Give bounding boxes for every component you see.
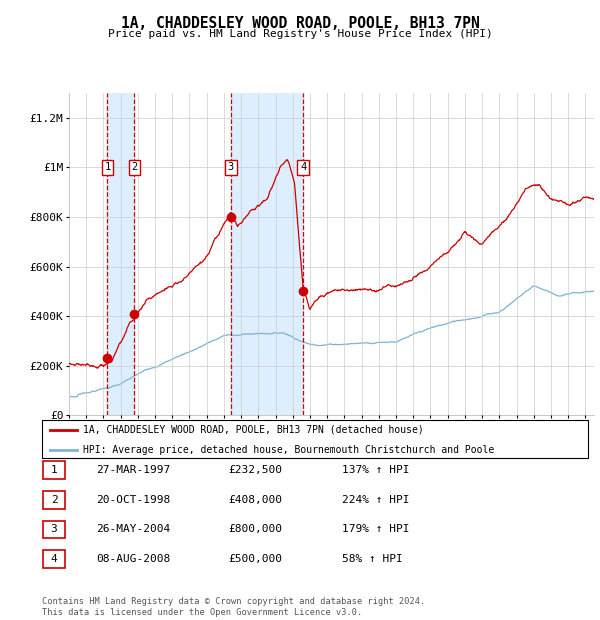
Text: 3: 3 [50, 525, 58, 534]
Text: 4: 4 [300, 162, 306, 172]
Text: Price paid vs. HM Land Registry's House Price Index (HPI): Price paid vs. HM Land Registry's House … [107, 29, 493, 38]
Text: £408,000: £408,000 [228, 495, 282, 505]
Text: 26-MAY-2004: 26-MAY-2004 [96, 525, 170, 534]
Text: HPI: Average price, detached house, Bournemouth Christchurch and Poole: HPI: Average price, detached house, Bour… [83, 445, 494, 455]
Text: 1A, CHADDESLEY WOOD ROAD, POOLE, BH13 7PN: 1A, CHADDESLEY WOOD ROAD, POOLE, BH13 7P… [121, 16, 479, 31]
Text: 20-OCT-1998: 20-OCT-1998 [96, 495, 170, 505]
FancyBboxPatch shape [43, 491, 65, 508]
Text: 58% ↑ HPI: 58% ↑ HPI [342, 554, 403, 564]
Text: 3: 3 [227, 162, 234, 172]
FancyBboxPatch shape [43, 461, 65, 479]
Text: Contains HM Land Registry data © Crown copyright and database right 2024.
This d: Contains HM Land Registry data © Crown c… [42, 598, 425, 617]
Text: 1: 1 [104, 162, 110, 172]
Bar [107, 93, 134, 415]
Text: 1A, CHADDESLEY WOOD ROAD, POOLE, BH13 7PN (detached house): 1A, CHADDESLEY WOOD ROAD, POOLE, BH13 7P… [83, 425, 424, 435]
Text: £500,000: £500,000 [228, 554, 282, 564]
Text: 27-MAR-1997: 27-MAR-1997 [96, 465, 170, 475]
FancyBboxPatch shape [43, 521, 65, 538]
Text: 179% ↑ HPI: 179% ↑ HPI [342, 525, 409, 534]
Text: 224% ↑ HPI: 224% ↑ HPI [342, 495, 409, 505]
FancyBboxPatch shape [43, 551, 65, 568]
Text: 2: 2 [131, 162, 137, 172]
Text: £232,500: £232,500 [228, 465, 282, 475]
Text: 1: 1 [50, 465, 58, 475]
FancyBboxPatch shape [42, 420, 588, 458]
Text: £800,000: £800,000 [228, 525, 282, 534]
Text: 137% ↑ HPI: 137% ↑ HPI [342, 465, 409, 475]
Text: 2: 2 [50, 495, 58, 505]
Text: 08-AUG-2008: 08-AUG-2008 [96, 554, 170, 564]
Bar [231, 93, 303, 415]
Text: 4: 4 [50, 554, 58, 564]
